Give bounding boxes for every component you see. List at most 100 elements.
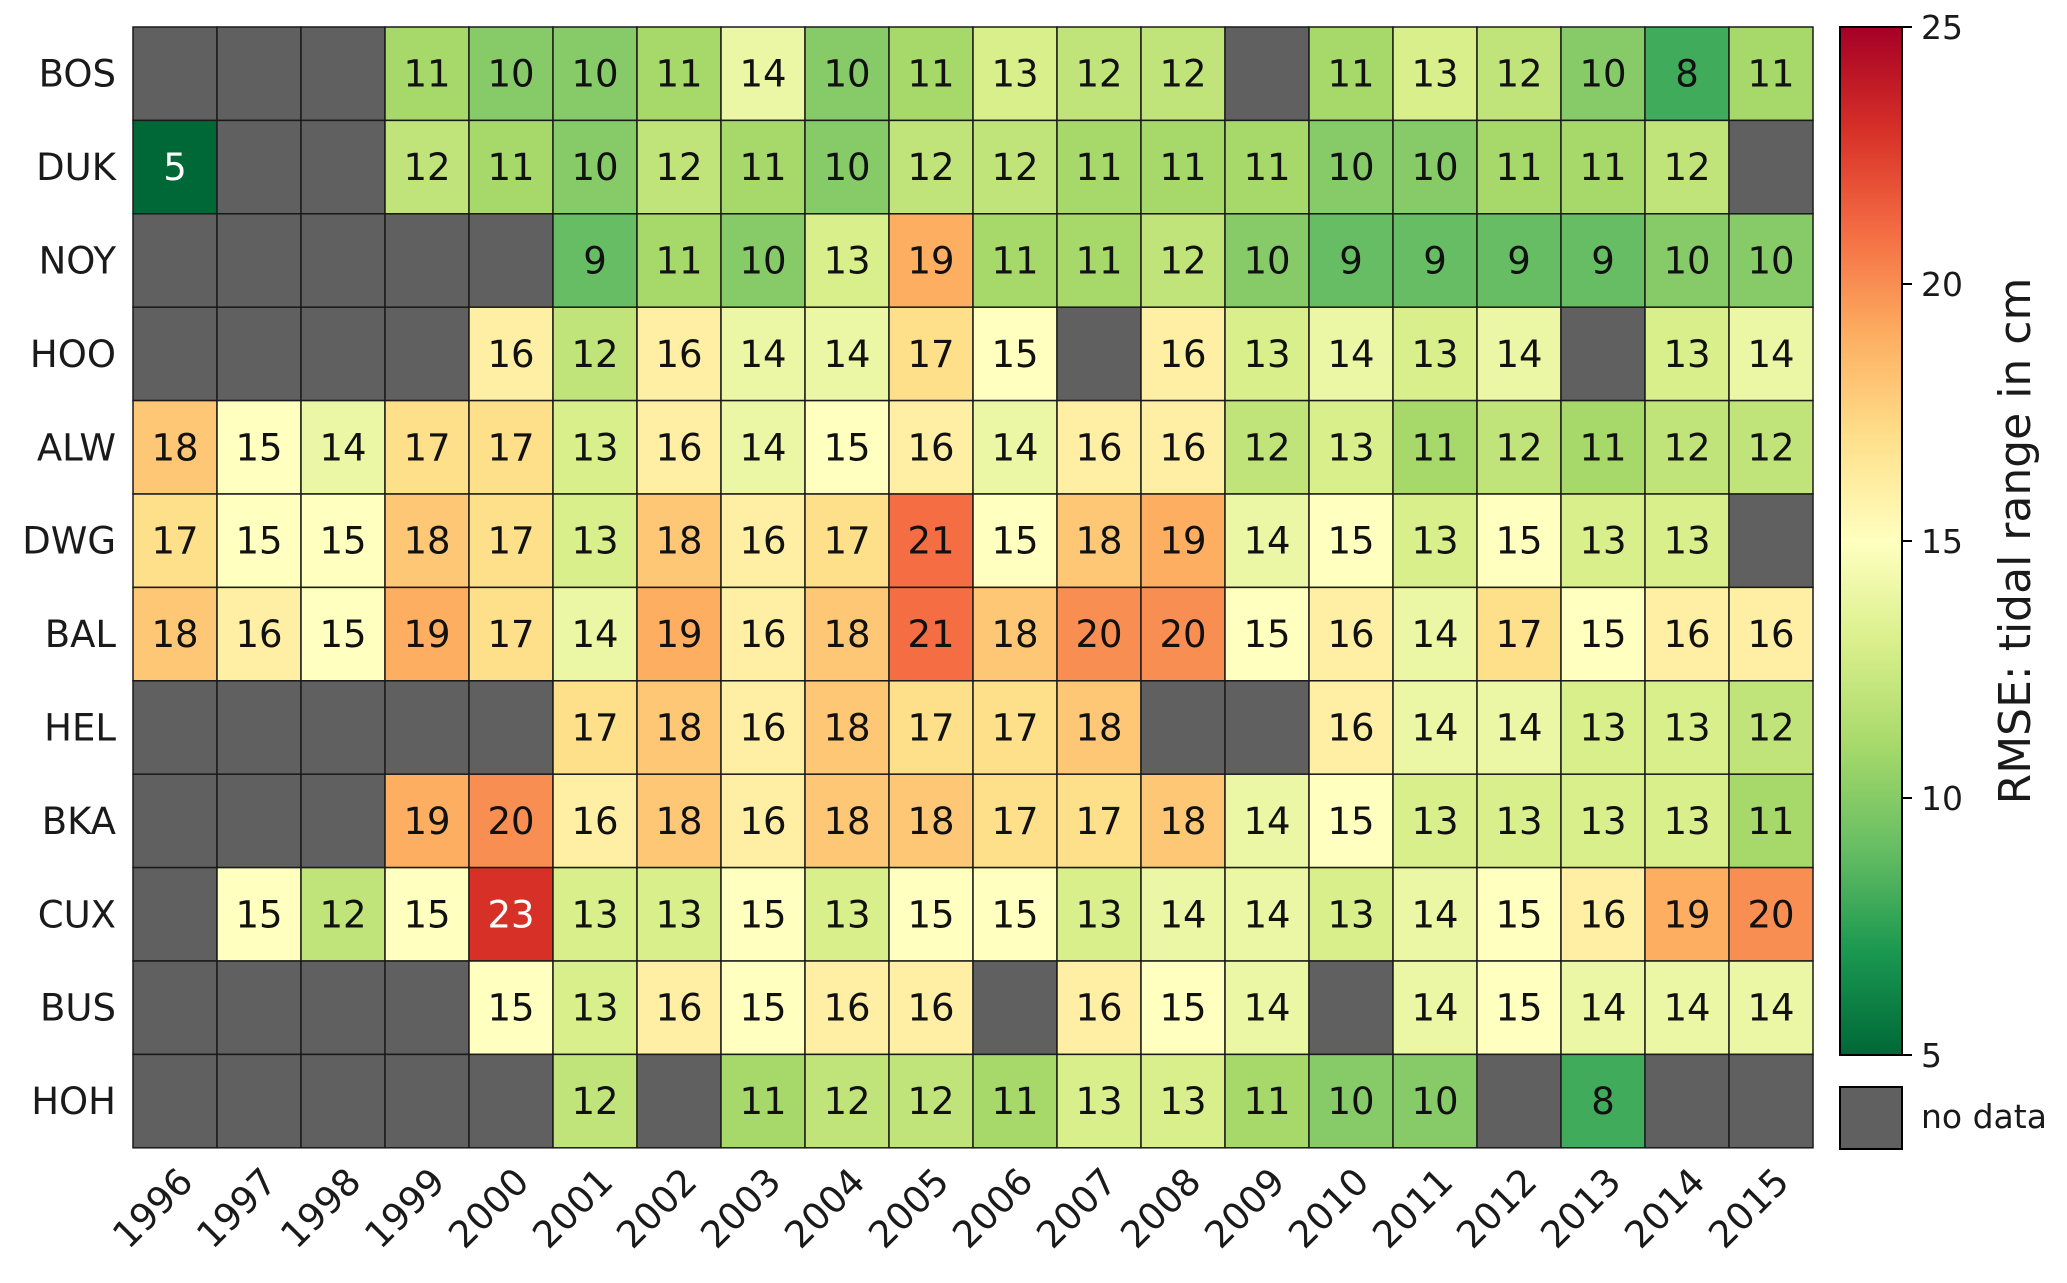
heatmap-cell: [1392, 680, 1478, 775]
heatmap-cell: [1560, 773, 1646, 869]
cell-value-label: 10: [1663, 240, 1710, 283]
cell-value-label: 13: [823, 893, 870, 936]
cell-value-label: 12: [403, 146, 450, 189]
cell-value-label: 14: [1663, 987, 1710, 1030]
heatmap-cell: [1392, 773, 1478, 869]
heatmap-cell-no-data: [132, 680, 218, 775]
cell-value-label: 16: [235, 613, 282, 656]
cell-value-label: 16: [907, 426, 954, 469]
cell-value-label: 16: [1747, 613, 1794, 656]
row-label: NOY: [39, 240, 117, 283]
cell-value-label: 5: [163, 146, 187, 189]
cell-value-label: 10: [1747, 240, 1794, 283]
heatmap-cell: [1392, 399, 1478, 495]
cell-value-label: 13: [1075, 893, 1122, 936]
cell-value-label: 16: [1327, 613, 1374, 656]
heatmap-cell-no-data: [132, 773, 218, 869]
heatmap-cell: [468, 866, 554, 962]
colorbar-gradient: [1839, 26, 1903, 1056]
heatmap-cell: [636, 680, 722, 775]
heatmap-cell: [1476, 773, 1562, 869]
heatmap-cell: [132, 586, 218, 682]
heatmap-cell-no-data: [300, 119, 386, 215]
heatmap-cell: [720, 213, 806, 308]
cell-value-label: 18: [151, 613, 198, 656]
cell-value-label: 19: [403, 800, 450, 843]
heatmap-cell: [132, 493, 218, 589]
column-label: 1997: [188, 1160, 285, 1257]
heatmap-cell: [636, 586, 722, 682]
cell-value-label: 23: [487, 893, 534, 936]
cell-value-label: 10: [739, 240, 786, 283]
cell-value-label: 14: [1747, 333, 1794, 376]
heatmap-cell: [888, 399, 974, 495]
cell-value-label: 10: [823, 146, 870, 189]
heatmap-cell: [1728, 680, 1814, 775]
heatmap-cell-no-data: [300, 1053, 386, 1149]
heatmap-cell: [552, 119, 638, 215]
heatmap-cell: [1308, 213, 1394, 308]
heatmap-cell: [216, 586, 302, 682]
cell-value-label: 16: [655, 333, 702, 376]
heatmap-cell: [804, 26, 890, 122]
cell-value-label: 13: [571, 987, 618, 1030]
heatmap-cell: [720, 680, 806, 775]
cell-value-label: 13: [1579, 707, 1626, 750]
heatmap-cell: [972, 773, 1058, 869]
row-label: HOO: [30, 333, 116, 376]
heatmap-cell: [1056, 1053, 1142, 1149]
heatmap-cell: [1560, 26, 1646, 122]
cell-value-label: 12: [1747, 426, 1794, 469]
cell-value-label: 14: [571, 613, 618, 656]
cell-value-label: 14: [739, 426, 786, 469]
cell-value-label: 14: [1579, 987, 1626, 1030]
heatmap-cell: [384, 586, 470, 682]
heatmap-cell: [1476, 680, 1562, 775]
cell-value-label: 12: [1243, 426, 1290, 469]
heatmap-cell: [1140, 1053, 1226, 1149]
cell-value-label: 12: [1075, 53, 1122, 96]
cell-value-label: 9: [1423, 240, 1447, 283]
heatmap-cell: [216, 866, 302, 962]
heatmap-cell: [1560, 586, 1646, 682]
column-label: 2013: [1532, 1160, 1629, 1257]
column-label: 2012: [1448, 1160, 1545, 1257]
heatmap-cell: [1476, 119, 1562, 215]
cell-value-label: 14: [1747, 987, 1794, 1030]
cell-value-label: 15: [1495, 520, 1542, 563]
heatmap-cell: [468, 26, 554, 122]
cell-value-label: 11: [403, 53, 450, 96]
heatmap-cell: [1644, 399, 1730, 495]
heatmap-cell: [972, 26, 1058, 122]
cell-value-label: 14: [823, 333, 870, 376]
cell-value-label: 12: [571, 333, 618, 376]
column-label: 2007: [1028, 1160, 1125, 1257]
heatmap-cell: [132, 119, 218, 215]
cell-value-label: 11: [1747, 800, 1794, 843]
heatmap-cell: [1224, 866, 1310, 962]
cell-value-label: 15: [991, 893, 1038, 936]
cell-value-label: 12: [655, 146, 702, 189]
heatmap-cell: [636, 773, 722, 869]
cell-value-label: 16: [1663, 613, 1710, 656]
heatmap-cell: [636, 493, 722, 589]
heatmap-cell-no-data: [1728, 493, 1814, 589]
cell-value-label: 17: [571, 707, 618, 750]
no-data-legend: no data: [1839, 1086, 2047, 1150]
cell-value-label: 13: [991, 53, 1038, 96]
cell-value-label: 16: [571, 800, 618, 843]
heatmap-cell: [804, 1053, 890, 1149]
row-label: ALW: [37, 426, 116, 469]
heatmap-cell: [1224, 119, 1310, 215]
column-label: 1998: [272, 1160, 369, 1257]
heatmap-cell: [552, 306, 638, 402]
heatmap-cell: [804, 586, 890, 682]
heatmap-cell: [1560, 960, 1646, 1056]
heatmap-cell: [804, 213, 890, 308]
cell-value-label: 13: [1075, 1080, 1122, 1123]
heatmap-cell: [1056, 399, 1142, 495]
heatmap-cell: [1476, 493, 1562, 589]
heatmap-cell: [384, 866, 470, 962]
cell-value-label: 9: [1339, 240, 1363, 283]
cell-value-label: 19: [403, 613, 450, 656]
